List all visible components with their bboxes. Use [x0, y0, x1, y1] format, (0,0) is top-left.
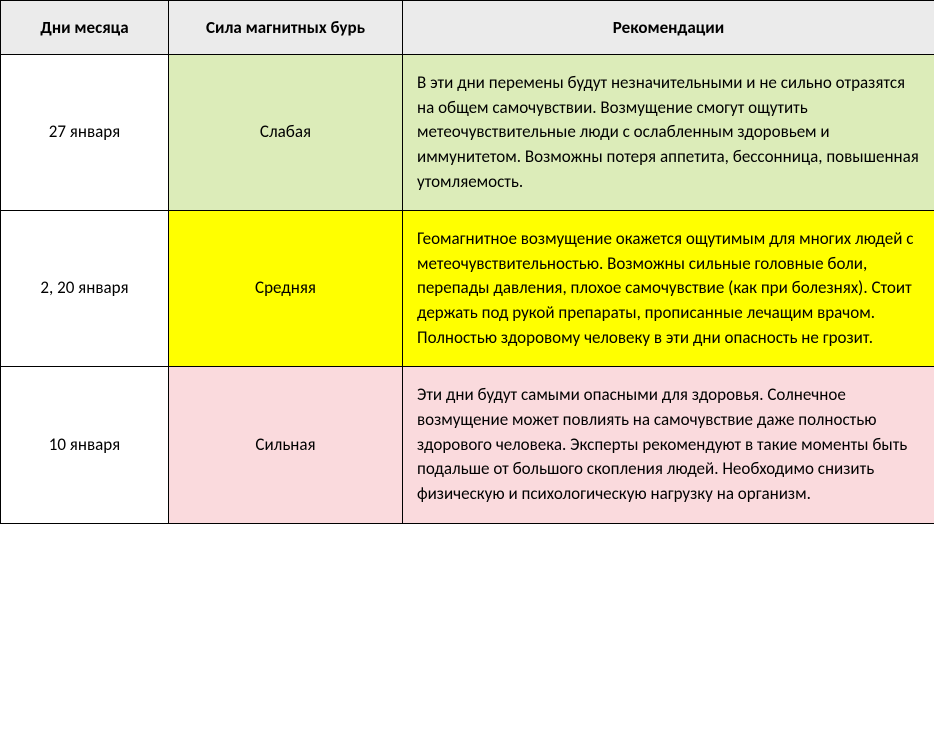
cell-strength: Слабая	[169, 55, 403, 211]
table-header: Дни месяца Сила магнитных бурь Рекоменда…	[1, 1, 934, 55]
cell-recommendations: Геомагнитное возмущение окажется ощутимы…	[403, 211, 934, 367]
cell-recommendations: Эти дни будут самыми опасными для здоров…	[403, 367, 934, 523]
table-row: 2, 20 января Средняя Геомагнитное возмущ…	[1, 211, 934, 367]
table-row: 10 января Сильная Эти дни будут самыми о…	[1, 367, 934, 523]
header-recommendations: Рекомендации	[403, 1, 934, 55]
table-body: 27 января Слабая В эти дни перемены буду…	[1, 55, 934, 524]
header-row: Дни месяца Сила магнитных бурь Рекоменда…	[1, 1, 934, 55]
header-strength: Сила магнитных бурь	[169, 1, 403, 55]
cell-days: 10 января	[1, 367, 169, 523]
cell-days: 2, 20 января	[1, 211, 169, 367]
cell-days: 27 января	[1, 55, 169, 211]
table-row: 27 января Слабая В эти дни перемены буду…	[1, 55, 934, 211]
header-days: Дни месяца	[1, 1, 169, 55]
cell-strength: Средняя	[169, 211, 403, 367]
storms-table: Дни месяца Сила магнитных бурь Рекоменда…	[0, 0, 934, 524]
cell-strength: Сильная	[169, 367, 403, 523]
cell-recommendations: В эти дни перемены будут незначительными…	[403, 55, 934, 211]
